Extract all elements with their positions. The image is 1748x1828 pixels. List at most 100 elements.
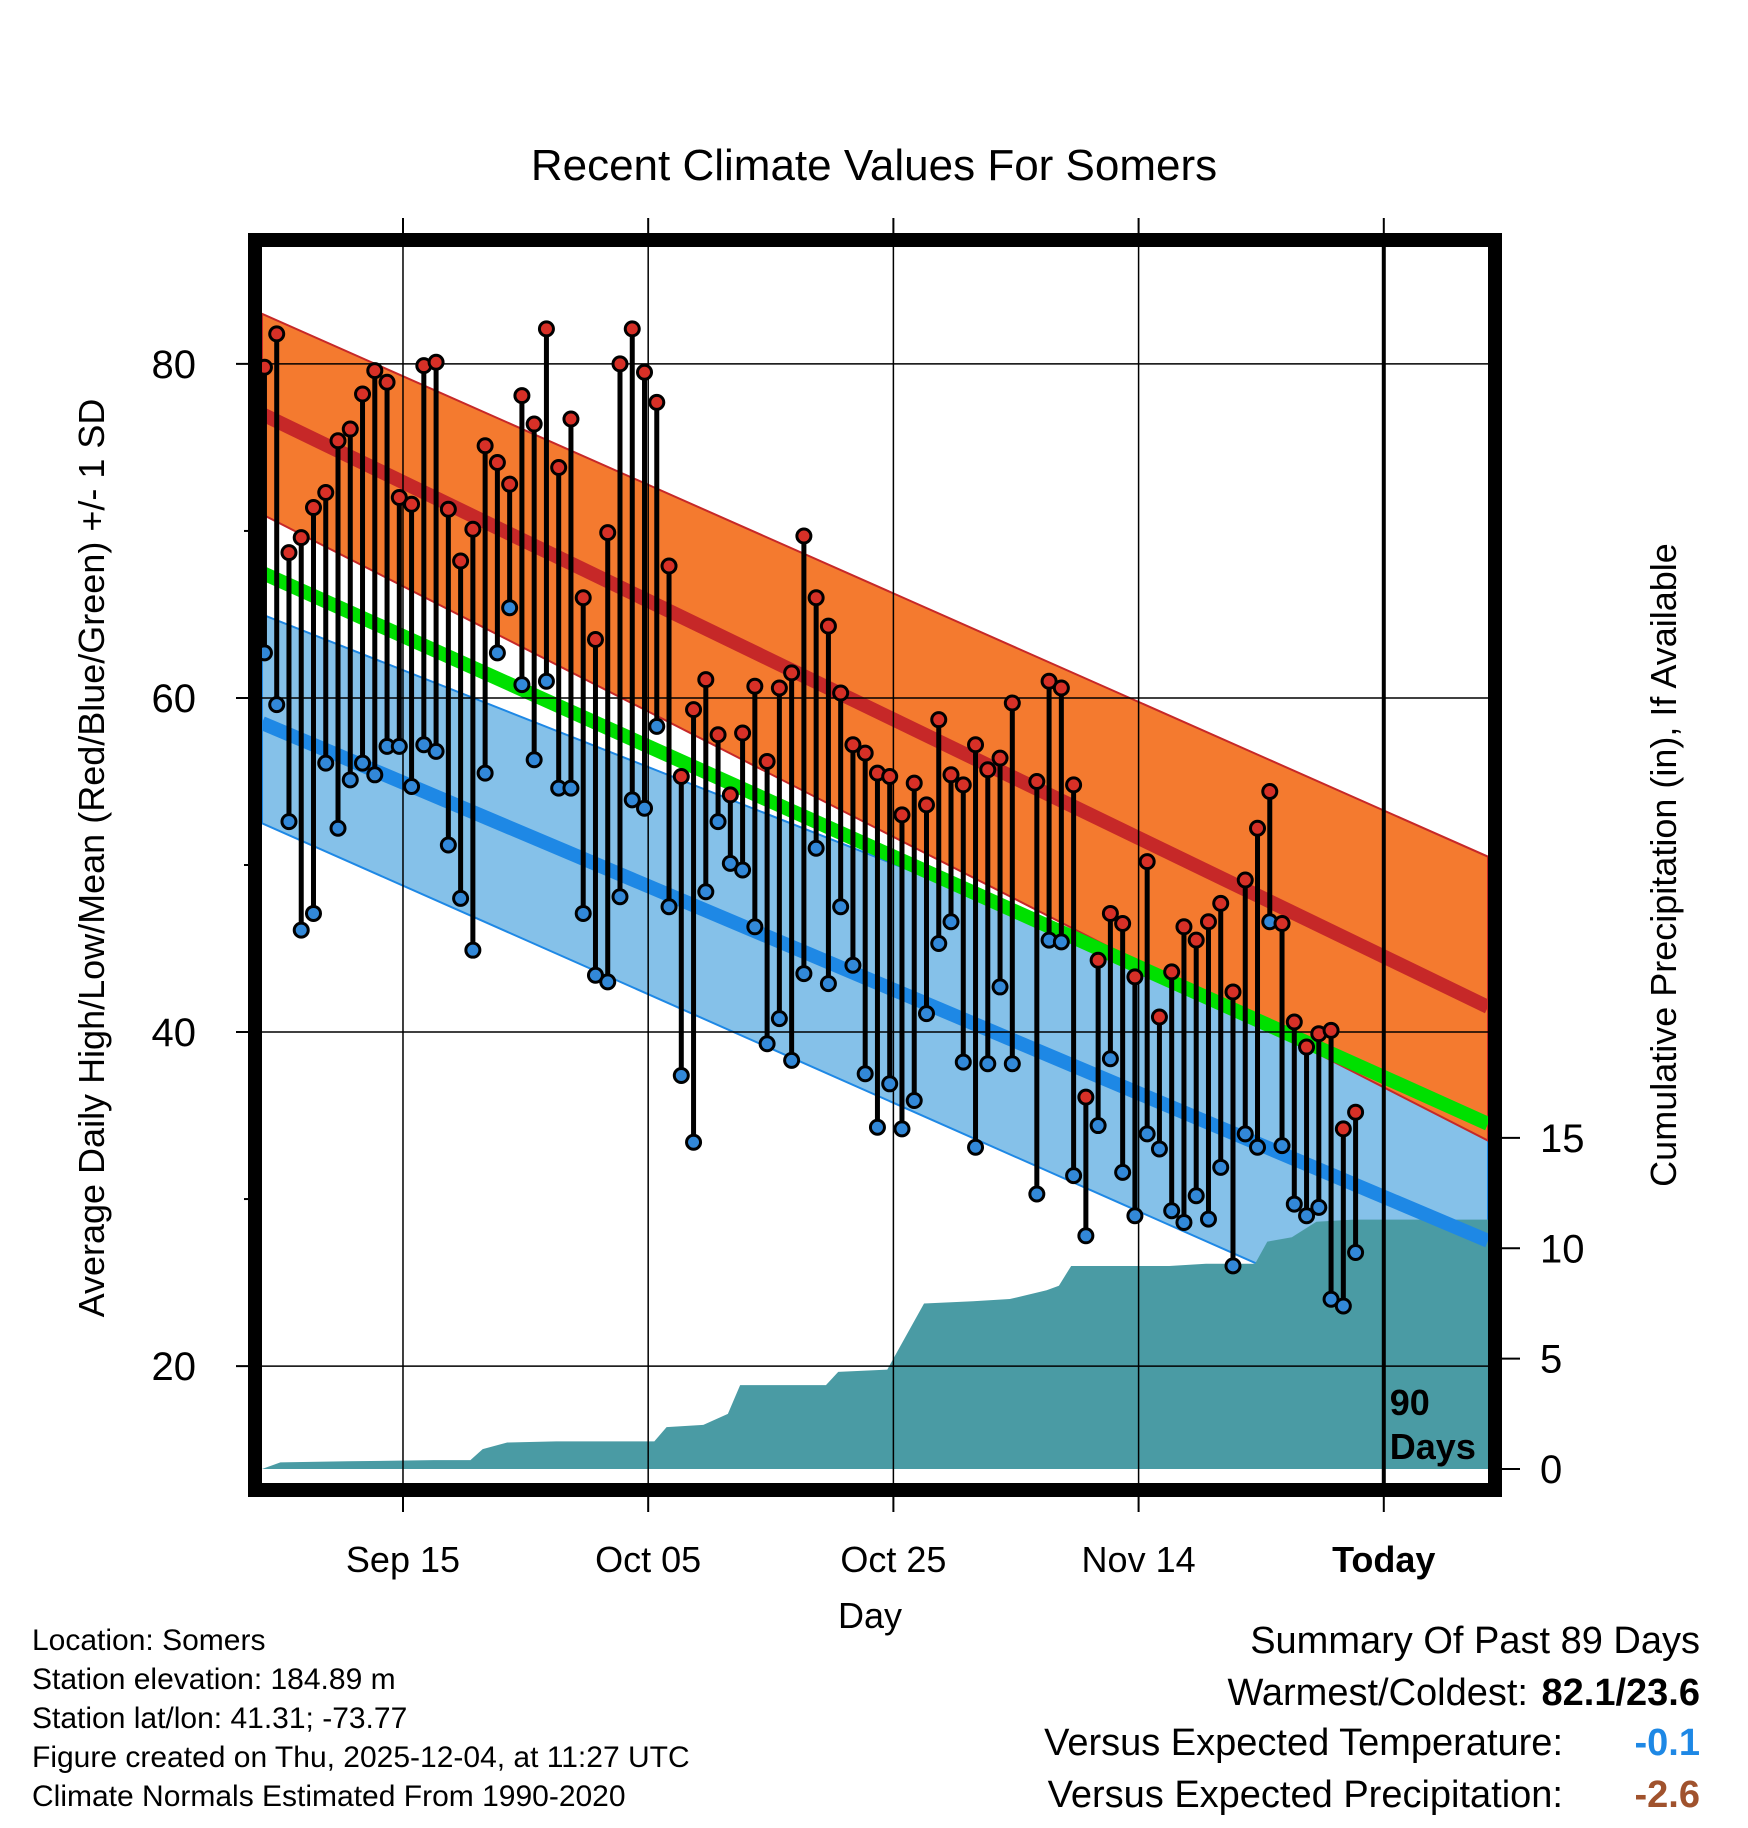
daily-high-point <box>292 529 310 547</box>
daily-low-point <box>1138 1125 1156 1143</box>
daily-high-point <box>525 415 543 433</box>
daily-high-point <box>329 432 347 450</box>
daily-high-point <box>488 453 506 471</box>
x-tick-label: Sep 15 <box>346 1539 460 1580</box>
daily-high-point <box>648 393 666 411</box>
daily-low-point <box>1187 1187 1205 1205</box>
daily-low-point <box>1199 1210 1217 1228</box>
daily-high-point <box>1199 913 1217 931</box>
y-tick-label: 60 <box>152 677 197 721</box>
daily-low-point <box>1236 1125 1254 1143</box>
daily-high-point <box>672 767 690 785</box>
daily-high-point <box>1347 1103 1365 1121</box>
daily-low-point <box>623 791 641 809</box>
daily-low-point <box>476 764 494 782</box>
daily-high-point <box>770 679 788 697</box>
today-days-label: Days <box>1390 1426 1476 1467</box>
daily-low-point <box>292 921 310 939</box>
daily-high-point <box>881 767 899 785</box>
daily-low-point <box>685 1133 703 1151</box>
daily-high-point <box>1163 963 1181 981</box>
daily-high-point <box>1065 776 1083 794</box>
daily-high-point <box>1077 1088 1095 1106</box>
footer-location: Location: Somers <box>32 1624 266 1657</box>
daily-high-point <box>795 527 813 545</box>
daily-low-point <box>1310 1198 1328 1216</box>
daily-low-point <box>452 889 470 907</box>
daily-low-point <box>329 819 347 837</box>
daily-low-point <box>1347 1244 1365 1262</box>
daily-high-point <box>844 736 862 754</box>
daily-high-point <box>262 358 273 376</box>
y2-tick-label: 5 <box>1540 1338 1562 1382</box>
daily-low-point <box>844 956 862 974</box>
daily-low-point <box>488 644 506 662</box>
daily-low-point <box>954 1053 972 1071</box>
daily-high-point <box>1224 983 1242 1001</box>
daily-low-point <box>1101 1050 1119 1068</box>
daily-low-point <box>525 751 543 769</box>
daily-high-point <box>341 420 359 438</box>
x-tick-label: Nov 14 <box>1082 1539 1196 1580</box>
daily-low-point <box>1212 1158 1230 1176</box>
daily-high-point <box>783 664 801 682</box>
y-tick-label: 20 <box>152 1345 197 1389</box>
daily-high-point <box>1089 951 1107 969</box>
daily-low-point <box>317 754 335 772</box>
y-tick-label: 40 <box>152 1011 197 1055</box>
daily-low-point <box>832 898 850 916</box>
daily-low-point <box>807 839 825 857</box>
daily-high-point <box>1322 1021 1340 1039</box>
daily-low-point <box>262 644 273 662</box>
daily-high-point <box>501 475 519 493</box>
daily-high-point <box>967 736 985 754</box>
footer-normals: Climate Normals Estimated From 1990-2020 <box>32 1780 626 1813</box>
daily-high-point <box>746 677 764 695</box>
daily-high-point <box>1150 1008 1168 1026</box>
daily-low-point <box>967 1138 985 1156</box>
daily-low-point <box>1126 1207 1144 1225</box>
daily-high-point <box>930 711 948 729</box>
daily-high-point <box>390 489 408 507</box>
daily-high-point <box>1298 1038 1316 1056</box>
daily-low-point <box>819 975 837 993</box>
footer-latlon: Station lat/lon: 41.31; -73.77 <box>32 1702 408 1735</box>
y-tick-label: 80 <box>152 343 197 387</box>
x-tick-label: Today <box>1332 1539 1435 1580</box>
daily-low-point <box>881 1075 899 1093</box>
y2-tick-label: 15 <box>1540 1117 1585 1161</box>
daily-high-point <box>991 749 1009 767</box>
normal-high-line <box>262 407 1488 1014</box>
daily-high-point <box>660 557 678 575</box>
daily-high-point <box>1334 1120 1352 1138</box>
daily-low-point <box>341 771 359 789</box>
daily-low-point <box>868 1118 886 1136</box>
footer-elevation: Station elevation: 184.89 m <box>32 1663 396 1696</box>
daily-low-point <box>856 1065 874 1083</box>
daily-low-point <box>366 766 384 784</box>
daily-low-point <box>1003 1055 1021 1073</box>
daily-low-point <box>513 676 531 694</box>
x-tick-label: Oct 05 <box>595 1539 701 1580</box>
daily-low-point <box>893 1120 911 1138</box>
daily-low-point <box>1077 1227 1095 1245</box>
daily-high-point <box>697 671 715 689</box>
daily-high-point <box>954 776 972 794</box>
daily-low-point <box>354 754 372 772</box>
daily-low-point <box>1273 1137 1291 1155</box>
daily-high-point <box>1040 672 1058 690</box>
daily-low-point <box>599 973 617 991</box>
daily-low-point <box>1249 1138 1267 1156</box>
summary-temp-value: -0.1 <box>1634 1722 1700 1764</box>
daily-low-point <box>979 1055 997 1073</box>
daily-high-point <box>1187 931 1205 949</box>
daily-low-point <box>917 1005 935 1023</box>
daily-low-point <box>537 672 555 690</box>
daily-low-point <box>709 813 727 831</box>
y2-axis-label: Cumulative Precipitation (in), If Availa… <box>1643 543 1684 1187</box>
daily-high-point <box>403 495 421 513</box>
daily-low-point <box>1322 1290 1340 1308</box>
daily-high-point <box>856 744 874 762</box>
daily-high-point <box>476 437 494 455</box>
